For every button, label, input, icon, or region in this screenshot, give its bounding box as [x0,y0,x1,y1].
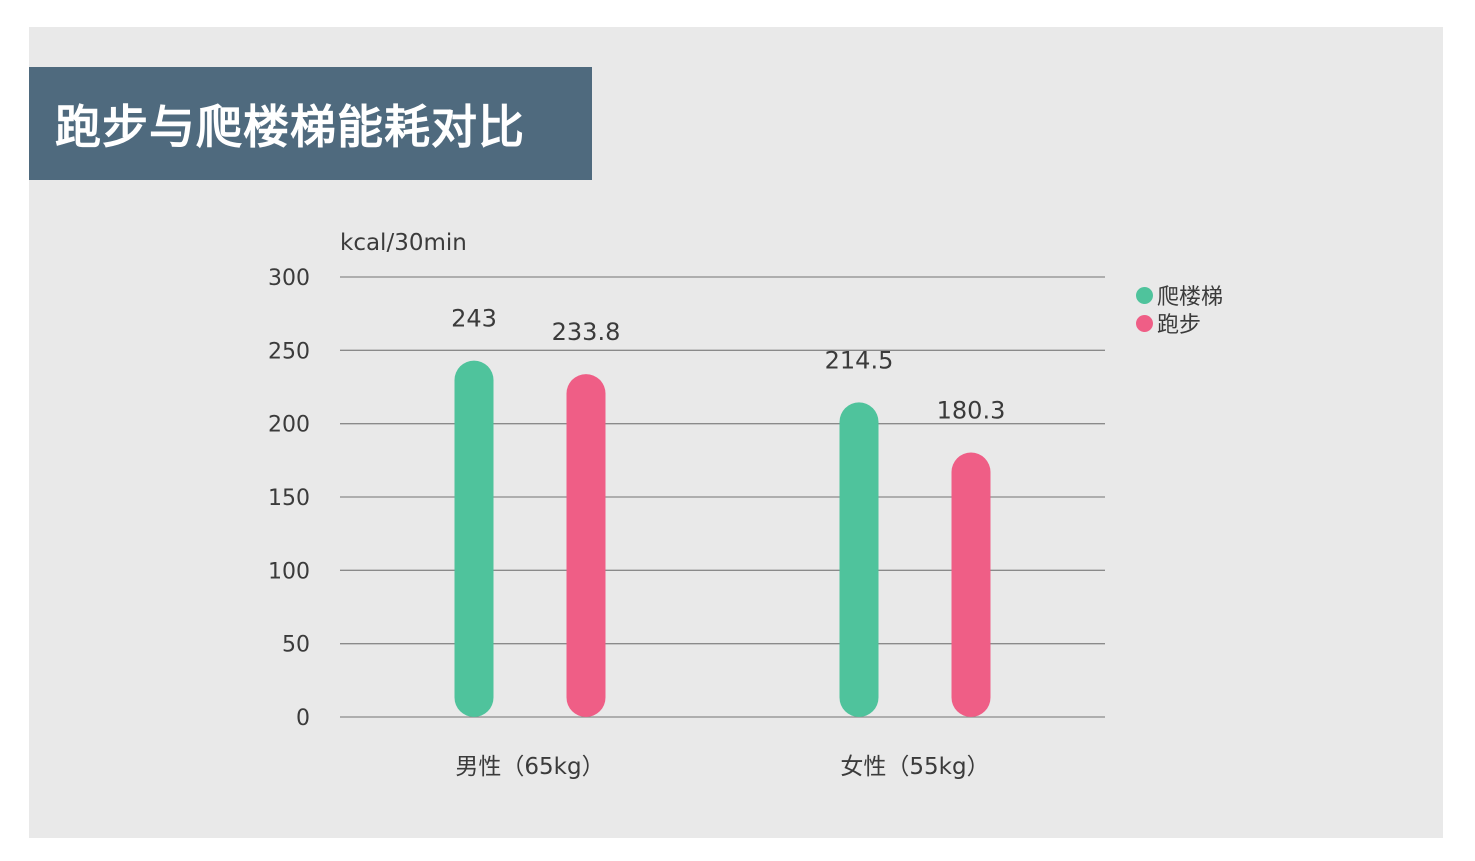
bar [839,402,879,717]
bar-value-label: 243 [451,305,497,333]
y-tick-label: 200 [268,413,310,438]
y-tick-label: 50 [282,633,310,658]
legend-item-stairs: 爬楼梯 [1136,281,1224,310]
y-tick-label: 0 [296,706,310,731]
legend: 爬楼梯 跑步 [1136,281,1224,338]
legend-item-running: 跑步 [1136,309,1223,338]
y-tick-label: 150 [268,486,310,511]
chart-title: 跑步与爬楼梯能耗对比 [55,99,525,154]
x-category-label: 男性（65kg） [455,754,604,780]
legend-label-stairs: 爬楼梯 [1157,285,1224,310]
bar [454,360,494,717]
bar [951,452,991,717]
y-tick-label: 100 [268,559,310,584]
y-tick-label: 300 [268,266,310,291]
legend-label-running: 跑步 [1157,313,1202,338]
y-axis-unit-label: kcal/30min [340,230,467,256]
bar-value-label: 180.3 [937,397,1006,425]
bar-value-label: 233.8 [552,318,621,346]
bar [566,374,606,717]
bar-value-label: 214.5 [825,346,894,374]
legend-swatch-running [1136,314,1153,332]
title-banner: 跑步与爬楼梯能耗对比 [29,67,592,180]
legend-swatch-stairs [1136,286,1153,304]
y-tick-label: 250 [268,339,310,364]
x-category-label: 女性（55kg） [840,754,989,780]
